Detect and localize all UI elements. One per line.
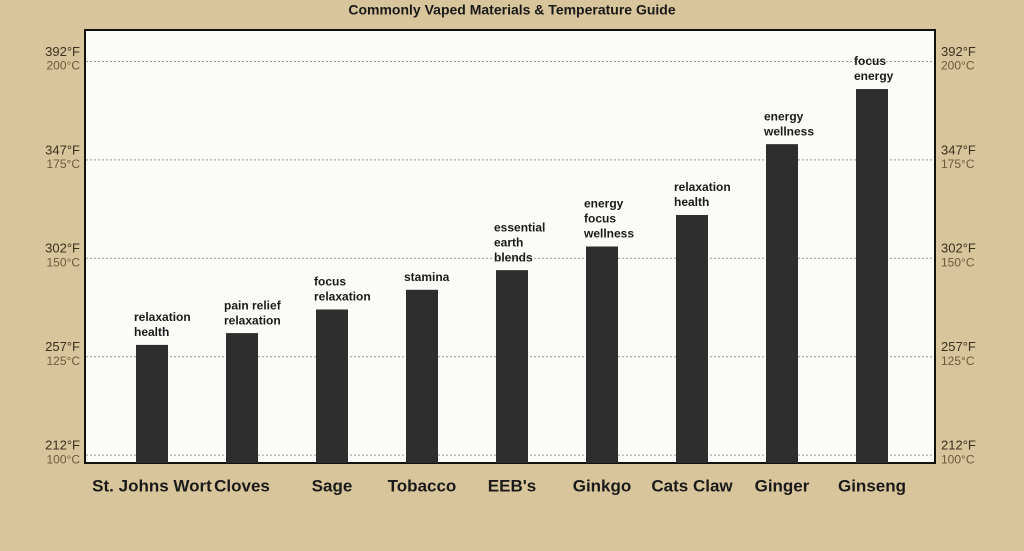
y-tick-label: 150°C <box>941 255 975 269</box>
x-tick-label: Ginkgo <box>573 476 632 495</box>
bar-annotation: focus <box>584 212 616 226</box>
y-tick-label: 100°C <box>47 452 81 466</box>
x-tick-label: St. Johns Wort <box>92 476 212 495</box>
x-tick-label: Tobacco <box>388 476 457 495</box>
x-tick-label: Cats Claw <box>651 476 733 495</box>
y-tick-label: 100°C <box>941 452 975 466</box>
bar-annotation: energy <box>584 197 624 211</box>
x-tick-label: Ginger <box>755 476 810 495</box>
y-tick-label-f: 257°F <box>941 339 976 354</box>
bar-annotation: wellness <box>763 124 814 138</box>
bar-annotation: essential <box>494 220 545 234</box>
bar-annotation: pain relief <box>224 298 282 312</box>
x-tick-label: Ginseng <box>838 476 906 495</box>
y-tick-label: 125°C <box>47 354 81 368</box>
bar <box>496 270 528 463</box>
bar-annotation: wellness <box>583 227 634 241</box>
y-tick-label-f: 392°F <box>941 44 976 59</box>
bar-annotation: relaxation <box>224 313 281 327</box>
bar <box>676 215 708 463</box>
bar-annotation: blends <box>494 250 533 264</box>
bar <box>136 344 168 463</box>
bar-annotation: energy <box>764 109 804 123</box>
y-tick-label: 150°C <box>47 255 81 269</box>
y-tick-label-f: 302°F <box>941 241 976 256</box>
bar-annotation: relaxation <box>134 310 191 324</box>
y-tick-label: 175°C <box>47 157 81 171</box>
bar-annotation: relaxation <box>314 290 371 304</box>
y-tick-label-f: 347°F <box>941 142 976 157</box>
bar-annotation: health <box>134 325 169 339</box>
y-tick-label: 200°C <box>941 59 975 73</box>
y-tick-label: 175°C <box>941 157 975 171</box>
y-tick-label-f: 347°F <box>45 142 80 157</box>
bar <box>856 89 888 463</box>
bar <box>406 289 438 463</box>
bar <box>226 333 258 463</box>
y-tick-label-f: 392°F <box>45 44 80 59</box>
bar-annotation: focus <box>314 275 346 289</box>
y-tick-label: 200°C <box>47 59 81 73</box>
bar-annotation: relaxation <box>674 180 731 194</box>
bar-annotation: stamina <box>404 270 450 284</box>
y-tick-label-f: 257°F <box>45 339 80 354</box>
y-tick-label-f: 212°F <box>45 438 80 453</box>
x-tick-label: EEB's <box>488 476 536 495</box>
bar <box>766 144 798 463</box>
bar-annotation: focus <box>854 54 886 68</box>
y-tick-label-f: 212°F <box>941 438 976 453</box>
x-tick-label: Cloves <box>214 476 270 495</box>
bar <box>316 309 348 463</box>
bar-annotation: energy <box>854 69 894 83</box>
bar-annotation: health <box>674 195 709 209</box>
x-tick-label: Sage <box>312 476 353 495</box>
y-tick-label-f: 302°F <box>45 241 80 256</box>
y-tick-label: 125°C <box>941 354 975 368</box>
chart-title: Commonly Vaped Materials & Temperature G… <box>348 2 675 18</box>
bar-annotation: earth <box>494 235 523 249</box>
bar <box>586 246 618 463</box>
